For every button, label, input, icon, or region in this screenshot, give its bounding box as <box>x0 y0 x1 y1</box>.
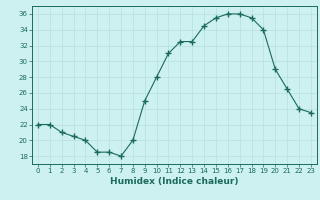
X-axis label: Humidex (Indice chaleur): Humidex (Indice chaleur) <box>110 177 239 186</box>
